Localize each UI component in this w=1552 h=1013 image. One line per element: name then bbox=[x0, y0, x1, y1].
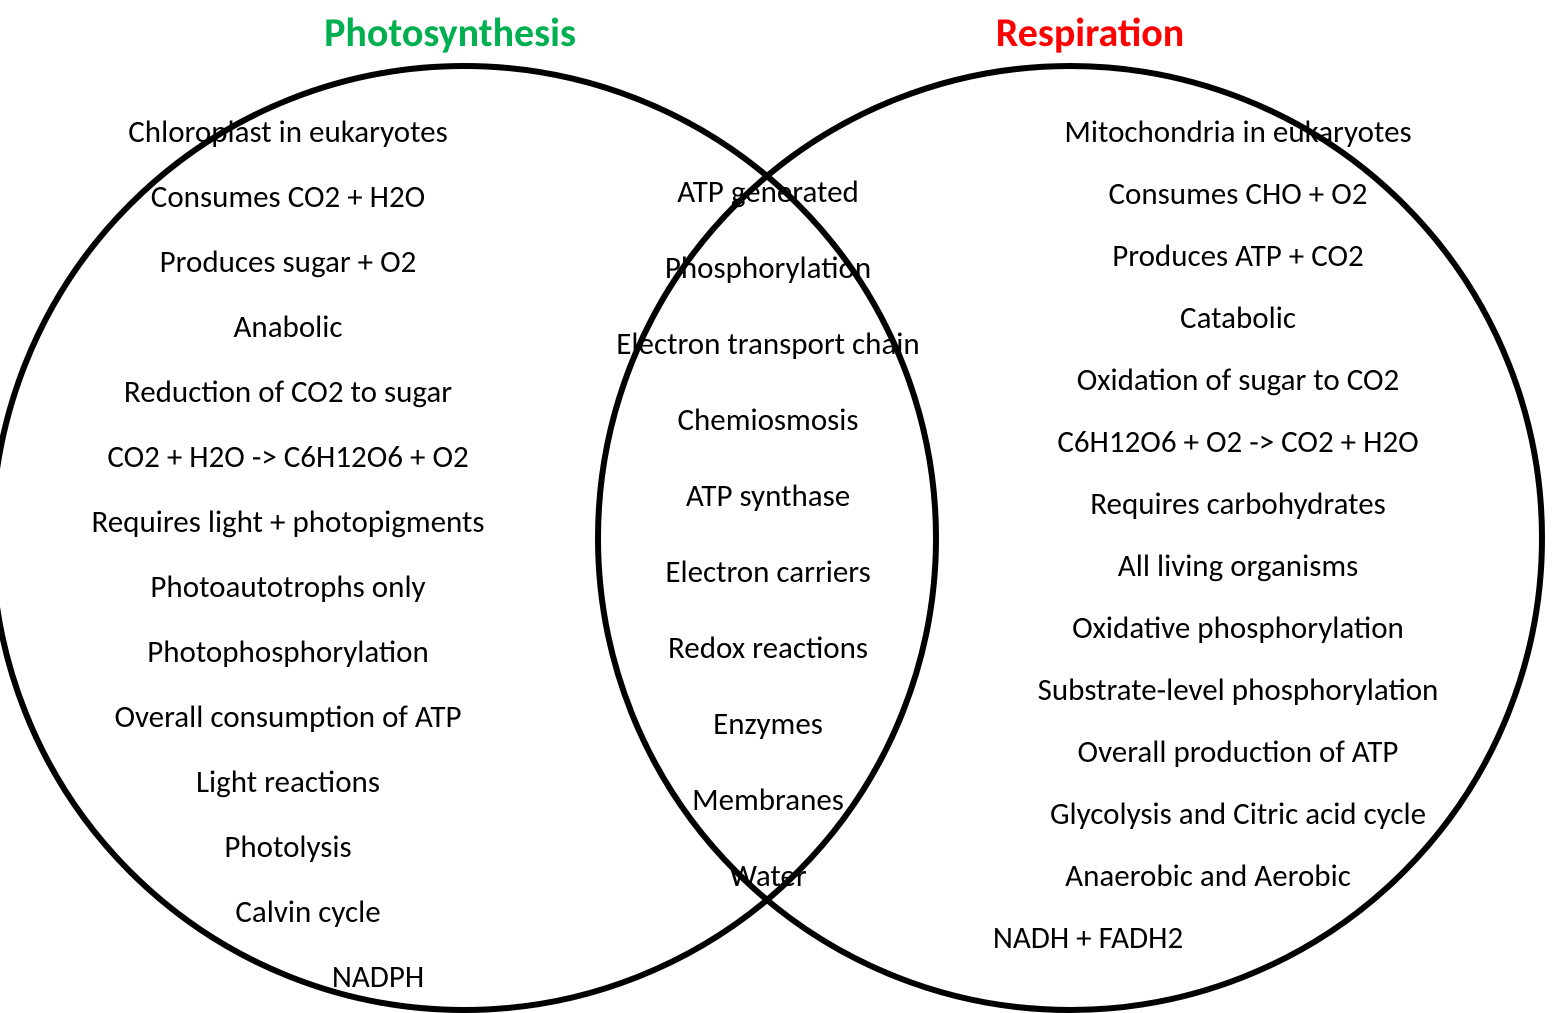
right-item-9: Substrate-level phosphorylation bbox=[1038, 673, 1439, 707]
middle-item-0: ATP generated bbox=[677, 175, 859, 209]
left-item-3: Anabolic bbox=[233, 310, 342, 344]
left-item-6: Requires light + photopigments bbox=[91, 505, 484, 539]
middle-item-4: ATP synthase bbox=[686, 479, 850, 513]
right-item-5: C6H12O6 + O2 -> CO2 + H2O bbox=[1057, 425, 1418, 459]
left-item-12: Calvin cycle bbox=[235, 895, 380, 929]
left-item-0: Chloroplast in eukaryotes bbox=[128, 115, 447, 149]
middle-item-5: Electron carriers bbox=[665, 555, 870, 589]
middle-item-3: Chemiosmosis bbox=[677, 403, 858, 437]
left-item-11: Photolysis bbox=[224, 830, 351, 864]
left-item-13: NADPH bbox=[332, 960, 424, 994]
left-title: Photosynthesis bbox=[324, 8, 576, 57]
right-item-1: Consumes CHO + O2 bbox=[1109, 177, 1368, 211]
middle-item-2: Electron transport chain bbox=[616, 327, 919, 361]
left-item-8: Photophosphorylation bbox=[147, 635, 429, 669]
left-item-2: Produces sugar + O2 bbox=[160, 245, 417, 279]
right-item-10: Overall production of ATP bbox=[1078, 735, 1399, 769]
left-item-7: Photoautotrophs only bbox=[150, 570, 425, 604]
left-item-1: Consumes CO2 + H2O bbox=[151, 180, 425, 214]
middle-item-1: Phosphorylation bbox=[665, 251, 871, 285]
middle-item-7: Enzymes bbox=[713, 707, 823, 741]
middle-item-9: Water bbox=[729, 859, 806, 893]
right-item-13: NADH + FADH2 bbox=[993, 921, 1183, 955]
middle-item-8: Membranes bbox=[692, 783, 844, 817]
left-item-5: CO2 + H2O -> C6H12O6 + O2 bbox=[107, 440, 468, 474]
right-item-2: Produces ATP + CO2 bbox=[1112, 239, 1364, 273]
right-item-3: Catabolic bbox=[1180, 301, 1296, 335]
right-item-11: Glycolysis and Citric acid cycle bbox=[1050, 797, 1426, 831]
right-item-0: Mitochondria in eukaryotes bbox=[1064, 115, 1411, 149]
right-item-7: All living organisms bbox=[1118, 549, 1358, 583]
left-item-10: Light reactions bbox=[196, 765, 380, 799]
right-item-12: Anaerobic and Aerobic bbox=[1065, 859, 1351, 893]
right-item-8: Oxidative phosphorylation bbox=[1072, 611, 1404, 645]
venn-diagram-stage: Photosynthesis Respiration Chloroplast in … bbox=[0, 0, 1552, 1013]
right-title: Respiration bbox=[996, 8, 1184, 57]
left-item-9: Overall consumption of ATP bbox=[114, 700, 461, 734]
middle-item-6: Redox reactions bbox=[668, 631, 868, 665]
left-item-4: Reduction of CO2 to sugar bbox=[124, 375, 452, 409]
right-item-4: Oxidation of sugar to CO2 bbox=[1077, 363, 1400, 397]
right-item-6: Requires carbohydrates bbox=[1090, 487, 1386, 521]
